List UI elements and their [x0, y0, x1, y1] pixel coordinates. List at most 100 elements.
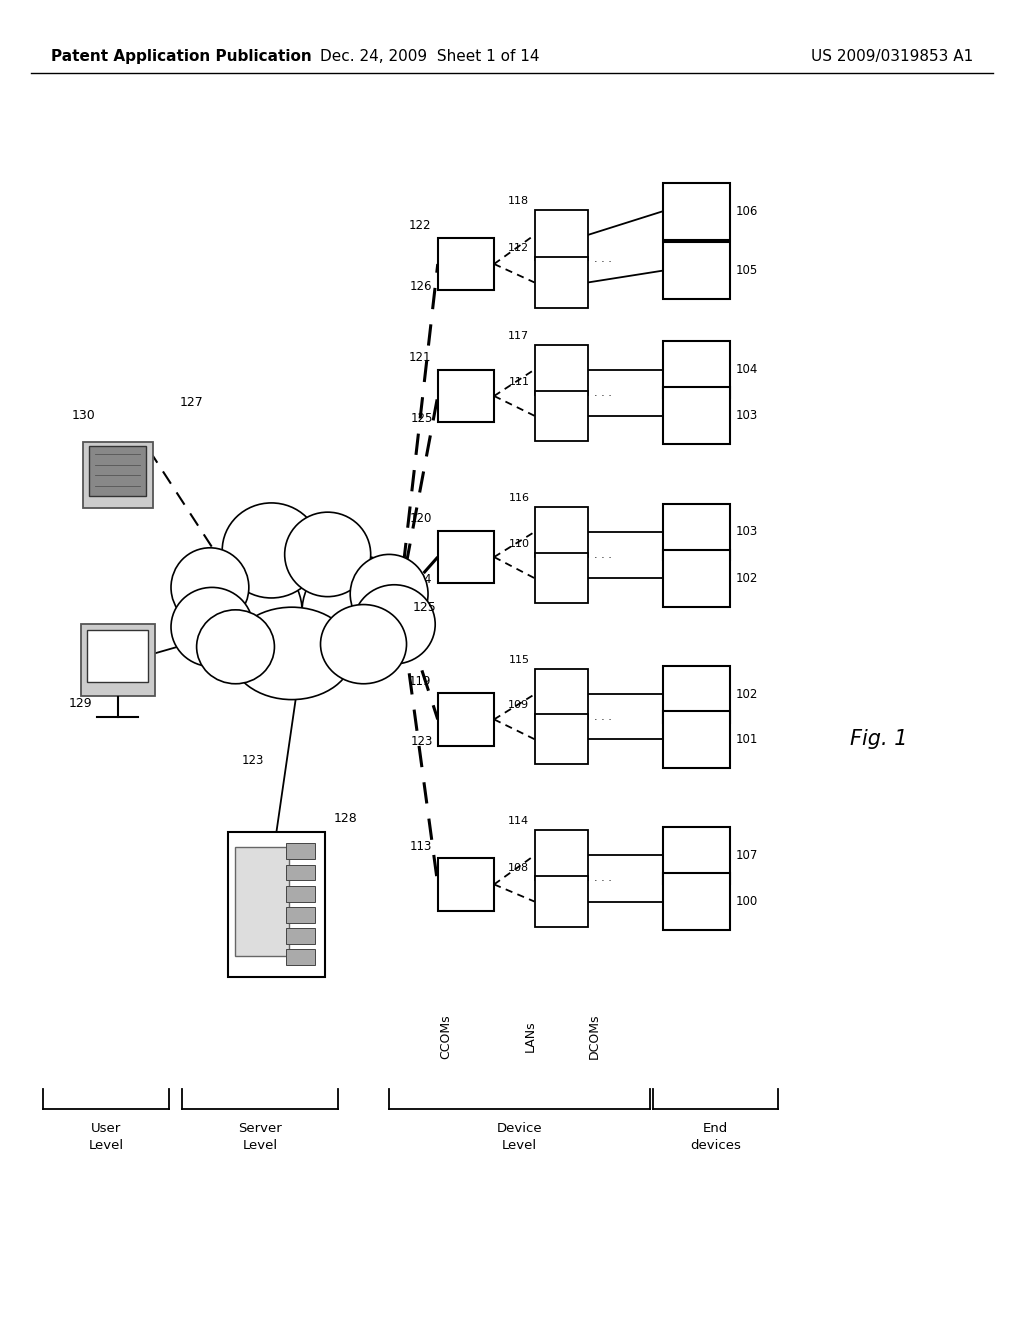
- Text: 112: 112: [508, 243, 529, 253]
- Bar: [89, 446, 146, 496]
- Ellipse shape: [353, 585, 435, 664]
- Text: 118: 118: [508, 195, 529, 206]
- Bar: [81, 624, 155, 697]
- Bar: [83, 442, 153, 508]
- Bar: [664, 242, 730, 298]
- Text: 104: 104: [735, 363, 758, 376]
- Text: 115: 115: [508, 655, 529, 665]
- Text: . . .: . . .: [594, 711, 612, 722]
- Text: 102: 102: [735, 688, 758, 701]
- Text: 100: 100: [735, 895, 758, 908]
- Bar: [438, 693, 494, 746]
- Bar: [535, 553, 588, 603]
- Text: 124: 124: [411, 573, 432, 586]
- Text: 113: 113: [410, 840, 432, 853]
- Text: 108: 108: [508, 862, 529, 873]
- Bar: [535, 507, 588, 557]
- Ellipse shape: [321, 605, 407, 684]
- Bar: [664, 387, 730, 444]
- Bar: [228, 832, 326, 977]
- Text: CCOMs: CCOMs: [439, 1014, 452, 1059]
- Bar: [287, 843, 315, 859]
- Bar: [236, 847, 289, 956]
- Text: . . .: . . .: [594, 388, 612, 397]
- Bar: [535, 876, 588, 927]
- Ellipse shape: [171, 548, 249, 627]
- Bar: [535, 714, 588, 764]
- Text: 126: 126: [411, 280, 432, 293]
- Text: . . .: . . .: [594, 253, 612, 264]
- Ellipse shape: [222, 503, 321, 598]
- Text: 102: 102: [735, 572, 758, 585]
- Text: 101: 101: [735, 733, 758, 746]
- Text: 103: 103: [735, 525, 758, 539]
- Text: . . .: . . .: [594, 550, 612, 560]
- Text: 116: 116: [508, 492, 529, 503]
- Text: . . .: . . .: [594, 874, 612, 883]
- Text: 123: 123: [411, 735, 432, 748]
- Text: 125: 125: [413, 601, 436, 614]
- Bar: [535, 391, 588, 441]
- Bar: [664, 503, 730, 560]
- Text: 127: 127: [179, 396, 203, 409]
- Bar: [87, 630, 148, 682]
- Bar: [664, 182, 730, 240]
- Text: 121: 121: [410, 351, 432, 364]
- Text: Patent Application Publication: Patent Application Publication: [51, 49, 312, 65]
- Bar: [287, 907, 315, 923]
- Text: DCOMs: DCOMs: [588, 1014, 600, 1059]
- Ellipse shape: [302, 556, 415, 667]
- Text: US 2009/0319853 A1: US 2009/0319853 A1: [811, 49, 973, 65]
- Bar: [438, 858, 494, 911]
- Text: 119: 119: [410, 675, 432, 688]
- Text: 130: 130: [72, 409, 95, 422]
- Text: 123: 123: [242, 755, 264, 767]
- Ellipse shape: [225, 528, 379, 673]
- Text: 110: 110: [508, 539, 529, 549]
- Ellipse shape: [285, 512, 371, 597]
- Text: 109: 109: [508, 700, 529, 710]
- Ellipse shape: [350, 554, 428, 634]
- Bar: [535, 830, 588, 880]
- Bar: [664, 549, 730, 606]
- Text: Fig. 1: Fig. 1: [850, 729, 907, 750]
- Bar: [287, 865, 315, 880]
- Text: 107: 107: [735, 849, 758, 862]
- Text: 106: 106: [735, 205, 758, 218]
- Text: 111: 111: [508, 376, 529, 387]
- Bar: [438, 531, 494, 583]
- Text: End
devices: End devices: [690, 1122, 741, 1152]
- Bar: [664, 826, 730, 884]
- Bar: [287, 928, 315, 944]
- Text: 122: 122: [410, 219, 432, 232]
- Bar: [664, 342, 730, 399]
- Bar: [664, 667, 730, 723]
- Text: Dec. 24, 2009  Sheet 1 of 14: Dec. 24, 2009 Sheet 1 of 14: [321, 49, 540, 65]
- Bar: [535, 345, 588, 395]
- Text: 128: 128: [334, 812, 357, 825]
- Ellipse shape: [197, 610, 274, 684]
- Bar: [535, 210, 588, 260]
- Text: 129: 129: [69, 697, 92, 710]
- Bar: [438, 238, 494, 290]
- Text: Device
Level: Device Level: [497, 1122, 543, 1152]
- Text: 114: 114: [508, 816, 529, 826]
- Text: 117: 117: [508, 330, 529, 341]
- Bar: [535, 669, 588, 719]
- Bar: [438, 370, 494, 422]
- Text: 103: 103: [735, 409, 758, 422]
- Ellipse shape: [189, 556, 302, 667]
- Text: 125: 125: [411, 412, 432, 425]
- Bar: [535, 257, 588, 308]
- Ellipse shape: [171, 587, 253, 667]
- Text: 120: 120: [410, 512, 432, 525]
- Ellipse shape: [230, 607, 353, 700]
- Text: 105: 105: [735, 264, 758, 277]
- Bar: [664, 874, 730, 929]
- Bar: [664, 710, 730, 768]
- Text: Server
Level: Server Level: [239, 1122, 282, 1152]
- Text: User
Level: User Level: [88, 1122, 124, 1152]
- Text: LANs: LANs: [524, 1020, 537, 1052]
- Bar: [287, 886, 315, 902]
- Bar: [287, 949, 315, 965]
